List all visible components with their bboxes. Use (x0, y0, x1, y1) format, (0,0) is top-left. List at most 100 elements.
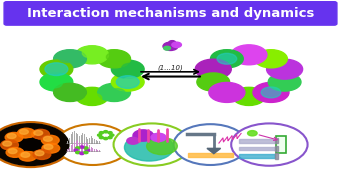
Circle shape (1, 140, 18, 150)
Circle shape (172, 42, 181, 47)
Circle shape (86, 93, 102, 102)
Circle shape (123, 77, 139, 86)
Circle shape (214, 53, 226, 59)
Circle shape (83, 98, 95, 105)
Circle shape (104, 131, 108, 133)
Polygon shape (275, 146, 278, 151)
Circle shape (59, 53, 75, 63)
Circle shape (200, 63, 212, 70)
Circle shape (43, 136, 52, 141)
Circle shape (246, 98, 257, 104)
Circle shape (41, 135, 59, 145)
Circle shape (267, 94, 280, 101)
Circle shape (43, 63, 55, 70)
Polygon shape (239, 139, 275, 143)
Circle shape (114, 123, 190, 166)
Circle shape (217, 53, 237, 64)
Circle shape (209, 82, 245, 102)
Circle shape (219, 51, 231, 58)
Circle shape (268, 73, 301, 91)
Polygon shape (275, 138, 278, 143)
Circle shape (112, 60, 144, 78)
Circle shape (169, 41, 176, 44)
Circle shape (122, 63, 138, 72)
Circle shape (42, 143, 60, 153)
Circle shape (111, 51, 123, 57)
Circle shape (82, 49, 99, 58)
Circle shape (84, 147, 88, 149)
Circle shape (272, 53, 283, 59)
Circle shape (197, 73, 229, 91)
Circle shape (246, 47, 258, 54)
Circle shape (61, 90, 78, 99)
Circle shape (267, 59, 302, 79)
Circle shape (57, 52, 69, 59)
Circle shape (86, 149, 90, 151)
Circle shape (33, 150, 51, 160)
Circle shape (0, 123, 70, 166)
Circle shape (272, 92, 285, 99)
Circle shape (54, 83, 86, 101)
Circle shape (147, 138, 177, 155)
Circle shape (195, 59, 231, 79)
Circle shape (76, 147, 80, 149)
Circle shape (76, 151, 80, 154)
Circle shape (61, 51, 73, 57)
Circle shape (108, 132, 112, 134)
Circle shape (116, 76, 139, 88)
FancyBboxPatch shape (276, 136, 286, 153)
Circle shape (6, 147, 24, 157)
Circle shape (210, 50, 243, 68)
Circle shape (231, 45, 267, 65)
Circle shape (8, 149, 17, 153)
Polygon shape (275, 153, 278, 159)
Circle shape (44, 144, 53, 149)
Circle shape (40, 60, 73, 78)
Circle shape (43, 81, 55, 88)
Circle shape (21, 152, 30, 157)
Circle shape (5, 132, 23, 142)
Circle shape (80, 146, 84, 148)
Circle shape (34, 130, 43, 135)
FancyBboxPatch shape (4, 2, 337, 25)
Circle shape (110, 134, 114, 136)
Circle shape (133, 130, 153, 141)
Polygon shape (239, 154, 275, 158)
Circle shape (253, 82, 289, 102)
Circle shape (129, 81, 141, 88)
Circle shape (54, 50, 86, 68)
Circle shape (57, 92, 69, 99)
Circle shape (89, 98, 101, 105)
Circle shape (74, 149, 78, 151)
Circle shape (285, 63, 298, 70)
Circle shape (131, 79, 143, 86)
Text: (1...10): (1...10) (158, 65, 183, 71)
Circle shape (76, 46, 108, 64)
Circle shape (99, 132, 103, 134)
Circle shape (76, 87, 108, 105)
Circle shape (109, 89, 125, 98)
Circle shape (287, 66, 300, 73)
Circle shape (285, 82, 297, 88)
Circle shape (104, 137, 108, 140)
Circle shape (84, 151, 88, 154)
Circle shape (233, 87, 265, 105)
Circle shape (129, 63, 141, 70)
Circle shape (240, 98, 252, 104)
Circle shape (164, 46, 170, 50)
Circle shape (201, 82, 212, 88)
Circle shape (248, 131, 257, 136)
Circle shape (83, 47, 95, 53)
Circle shape (255, 50, 287, 68)
Circle shape (151, 133, 166, 142)
Circle shape (17, 128, 35, 138)
Polygon shape (207, 148, 221, 154)
Circle shape (19, 151, 36, 161)
Circle shape (45, 63, 68, 76)
Circle shape (46, 79, 62, 88)
Circle shape (98, 83, 131, 101)
Circle shape (199, 79, 211, 85)
Circle shape (40, 73, 73, 91)
Circle shape (19, 129, 28, 134)
Circle shape (115, 92, 128, 99)
